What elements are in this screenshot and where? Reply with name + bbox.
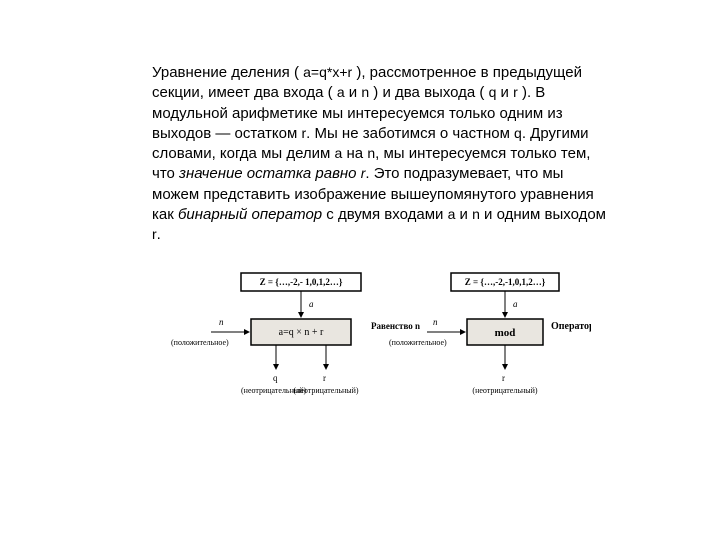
r-left: r — [323, 373, 326, 383]
var: q — [514, 125, 522, 141]
text: и — [345, 84, 362, 101]
r-sub-right: (неотрицательный) — [472, 386, 538, 395]
text: и — [455, 206, 472, 223]
var: n — [361, 84, 369, 100]
text: Уравнение деления ( — [152, 64, 303, 81]
a-right: a — [513, 299, 518, 309]
var: a — [337, 84, 345, 100]
diagram: Z = {…,-2,- 1,0,1,2…} a a=q × n + r n (п… — [171, 269, 591, 409]
var: n — [367, 145, 375, 161]
proc-right: mod — [495, 327, 516, 339]
q-label: q — [273, 373, 278, 383]
main-paragraph: Уравнение деления ( a=q*x+r ), рассмотре… — [152, 63, 610, 245]
text: и одним выходом — [480, 206, 606, 223]
text: ) и два выхода ( — [369, 84, 488, 101]
text: . — [157, 226, 161, 243]
zbox-right: Z = {…,-2,-1,0,1,2…} — [465, 277, 546, 287]
italic-text: бинарный оператор — [178, 206, 322, 223]
text: на — [342, 145, 367, 162]
op-label: Оператор — [551, 321, 591, 332]
n-left: n — [219, 317, 224, 327]
text: . Мы не заботимся о частном — [306, 125, 514, 142]
n-right: n — [433, 317, 438, 327]
italic-text: значение остатка равно — [179, 165, 361, 182]
n-sub-right: (положительное) — [389, 338, 447, 347]
a-left: a — [309, 299, 314, 309]
var: n — [472, 206, 480, 222]
r-sub-left: (неотрицательный) — [293, 386, 359, 395]
zbox-left: Z = {…,-2,- 1,0,1,2…} — [260, 277, 343, 287]
n-sub-left: (положительное) — [171, 338, 229, 347]
mid-label: Равенство n — [371, 321, 420, 331]
r-right: r — [502, 373, 505, 383]
equation: a=q*x+r — [303, 64, 352, 80]
text: с двумя входами — [322, 206, 447, 223]
text: и — [496, 84, 513, 101]
proc-left: a=q × n + r — [279, 327, 324, 338]
